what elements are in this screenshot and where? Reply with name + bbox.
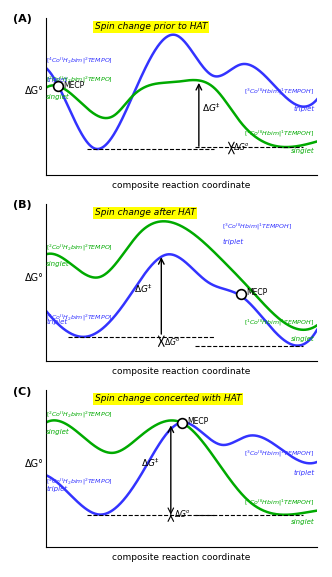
Text: Spin change prior to HAT: Spin change prior to HAT [95,23,207,31]
Text: MECP: MECP [246,288,268,297]
Text: $[^1Co^{III}Hbim|^1TEMPOH]$: $[^1Co^{III}Hbim|^1TEMPOH]$ [244,129,314,139]
Text: singlet: singlet [46,261,70,267]
Text: $[^3Co^{III}Hbim|^1TEMPOH]$: $[^3Co^{III}Hbim|^1TEMPOH]$ [222,222,292,232]
Text: $[^3Co^{III}Hbim|^1TEMPOH]$: $[^3Co^{III}Hbim|^1TEMPOH]$ [244,449,314,459]
Text: triplet: triplet [293,470,314,476]
Text: $\Delta G^o$: $\Delta G^o$ [174,508,190,519]
Text: (B): (B) [13,200,32,211]
Text: $\Delta G^o$: $\Delta G^o$ [233,141,250,152]
Text: $[^4Co^{II}H_2bim|^2TEMPO]$: $[^4Co^{II}H_2bim|^2TEMPO]$ [46,55,113,66]
Text: $[^4Co^{II}H_2bim|^2TEMPO]$: $[^4Co^{II}H_2bim|^2TEMPO]$ [46,313,113,323]
X-axis label: composite reaction coordinate: composite reaction coordinate [112,367,251,376]
Text: $[^2Co^{II}H_2bim|^2TEMPO]$: $[^2Co^{II}H_2bim|^2TEMPO]$ [46,75,113,85]
Text: singlet: singlet [46,429,70,436]
Text: triplet: triplet [46,77,67,83]
Text: $\Delta G^o$: $\Delta G^o$ [164,336,181,347]
Text: singlet: singlet [290,336,314,342]
Text: $[^2Co^{II}H_2bim|^2TEMPO]$: $[^2Co^{II}H_2bim|^2TEMPO]$ [46,243,113,253]
Y-axis label: ΔG°: ΔG° [25,272,44,283]
Text: Spin change concerted with HAT: Spin change concerted with HAT [95,395,241,403]
Text: MECP: MECP [187,417,208,426]
Text: $[^1Co^{III}Hbim|^1TEMPOH]$: $[^1Co^{III}Hbim|^1TEMPOH]$ [244,498,314,508]
Text: $[^2Co^{II}H_2bim|^2TEMPO]$: $[^2Co^{II}H_2bim|^2TEMPO]$ [46,410,113,420]
Y-axis label: ΔG°: ΔG° [25,87,44,96]
Text: triplet: triplet [293,106,314,112]
Text: singlet: singlet [290,148,314,154]
Text: singlet: singlet [290,519,314,524]
Text: $\Delta G^{\ddagger}$: $\Delta G^{\ddagger}$ [134,283,153,295]
Text: MECP: MECP [63,81,85,89]
X-axis label: composite reaction coordinate: composite reaction coordinate [112,181,251,190]
Text: $\Delta G^{\ddagger}$: $\Delta G^{\ddagger}$ [141,457,160,469]
Text: triplet: triplet [46,486,67,492]
Text: triplet: triplet [46,319,67,325]
Text: Spin change after HAT: Spin change after HAT [95,208,196,218]
Text: $[^3Co^{III}Hbim|^1TEMPOH]$: $[^3Co^{III}Hbim|^1TEMPOH]$ [244,87,314,97]
Y-axis label: ΔG°: ΔG° [25,459,44,469]
Text: triplet: triplet [222,239,243,245]
Text: singlet: singlet [46,94,70,100]
Text: (A): (A) [13,14,32,24]
Text: (C): (C) [13,387,32,396]
X-axis label: composite reaction coordinate: composite reaction coordinate [112,553,251,562]
Text: $\Delta G^{\ddagger}$: $\Delta G^{\ddagger}$ [202,102,220,114]
Text: $[^1Co^{III}Hbim|^1TEMPOH]$: $[^1Co^{III}Hbim|^1TEMPOH]$ [244,317,314,328]
Text: $[^4Co^{II}H_2bim|^2TEMPO]$: $[^4Co^{II}H_2bim|^2TEMPO]$ [46,477,113,487]
